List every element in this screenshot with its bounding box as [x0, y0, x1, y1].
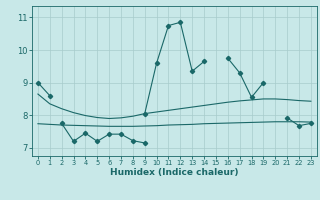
X-axis label: Humidex (Indice chaleur): Humidex (Indice chaleur) [110, 168, 239, 177]
